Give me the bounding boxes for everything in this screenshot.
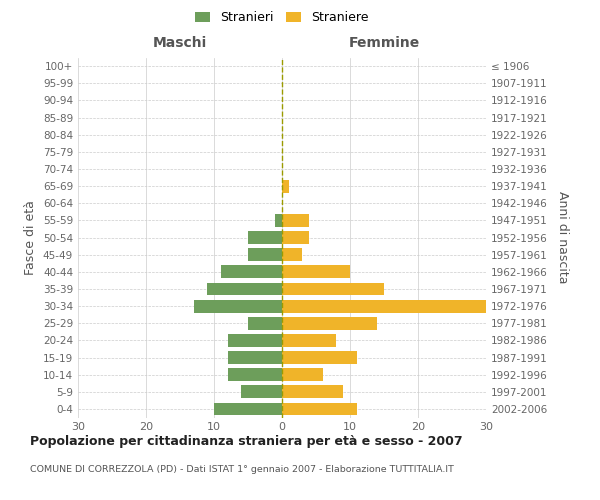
Bar [214, 402, 282, 415]
Bar [282, 248, 302, 261]
Bar [282, 214, 309, 227]
Bar [227, 368, 282, 381]
Y-axis label: Fasce di età: Fasce di età [25, 200, 37, 275]
Bar [282, 368, 323, 381]
Bar [241, 386, 282, 398]
Text: Maschi: Maschi [153, 36, 207, 51]
Bar [282, 300, 486, 312]
Bar [227, 351, 282, 364]
Bar [248, 317, 282, 330]
Bar [194, 300, 282, 312]
Text: Femmine: Femmine [349, 36, 419, 51]
Bar [221, 266, 282, 278]
Bar [282, 231, 309, 244]
Bar [282, 317, 377, 330]
Bar [282, 266, 350, 278]
Bar [282, 402, 357, 415]
Legend: Stranieri, Straniere: Stranieri, Straniere [190, 6, 374, 29]
Bar [282, 334, 337, 347]
Text: Popolazione per cittadinanza straniera per età e sesso - 2007: Popolazione per cittadinanza straniera p… [30, 435, 463, 448]
Bar [282, 386, 343, 398]
Text: COMUNE DI CORREZZOLA (PD) - Dati ISTAT 1° gennaio 2007 - Elaborazione TUTTITALIA: COMUNE DI CORREZZOLA (PD) - Dati ISTAT 1… [30, 465, 454, 474]
Bar [275, 214, 282, 227]
Bar [248, 248, 282, 261]
Bar [227, 334, 282, 347]
Bar [282, 282, 384, 296]
Bar [248, 231, 282, 244]
Y-axis label: Anni di nascita: Anni di nascita [556, 191, 569, 284]
Bar [207, 282, 282, 296]
Bar [282, 351, 357, 364]
Bar [282, 180, 289, 192]
